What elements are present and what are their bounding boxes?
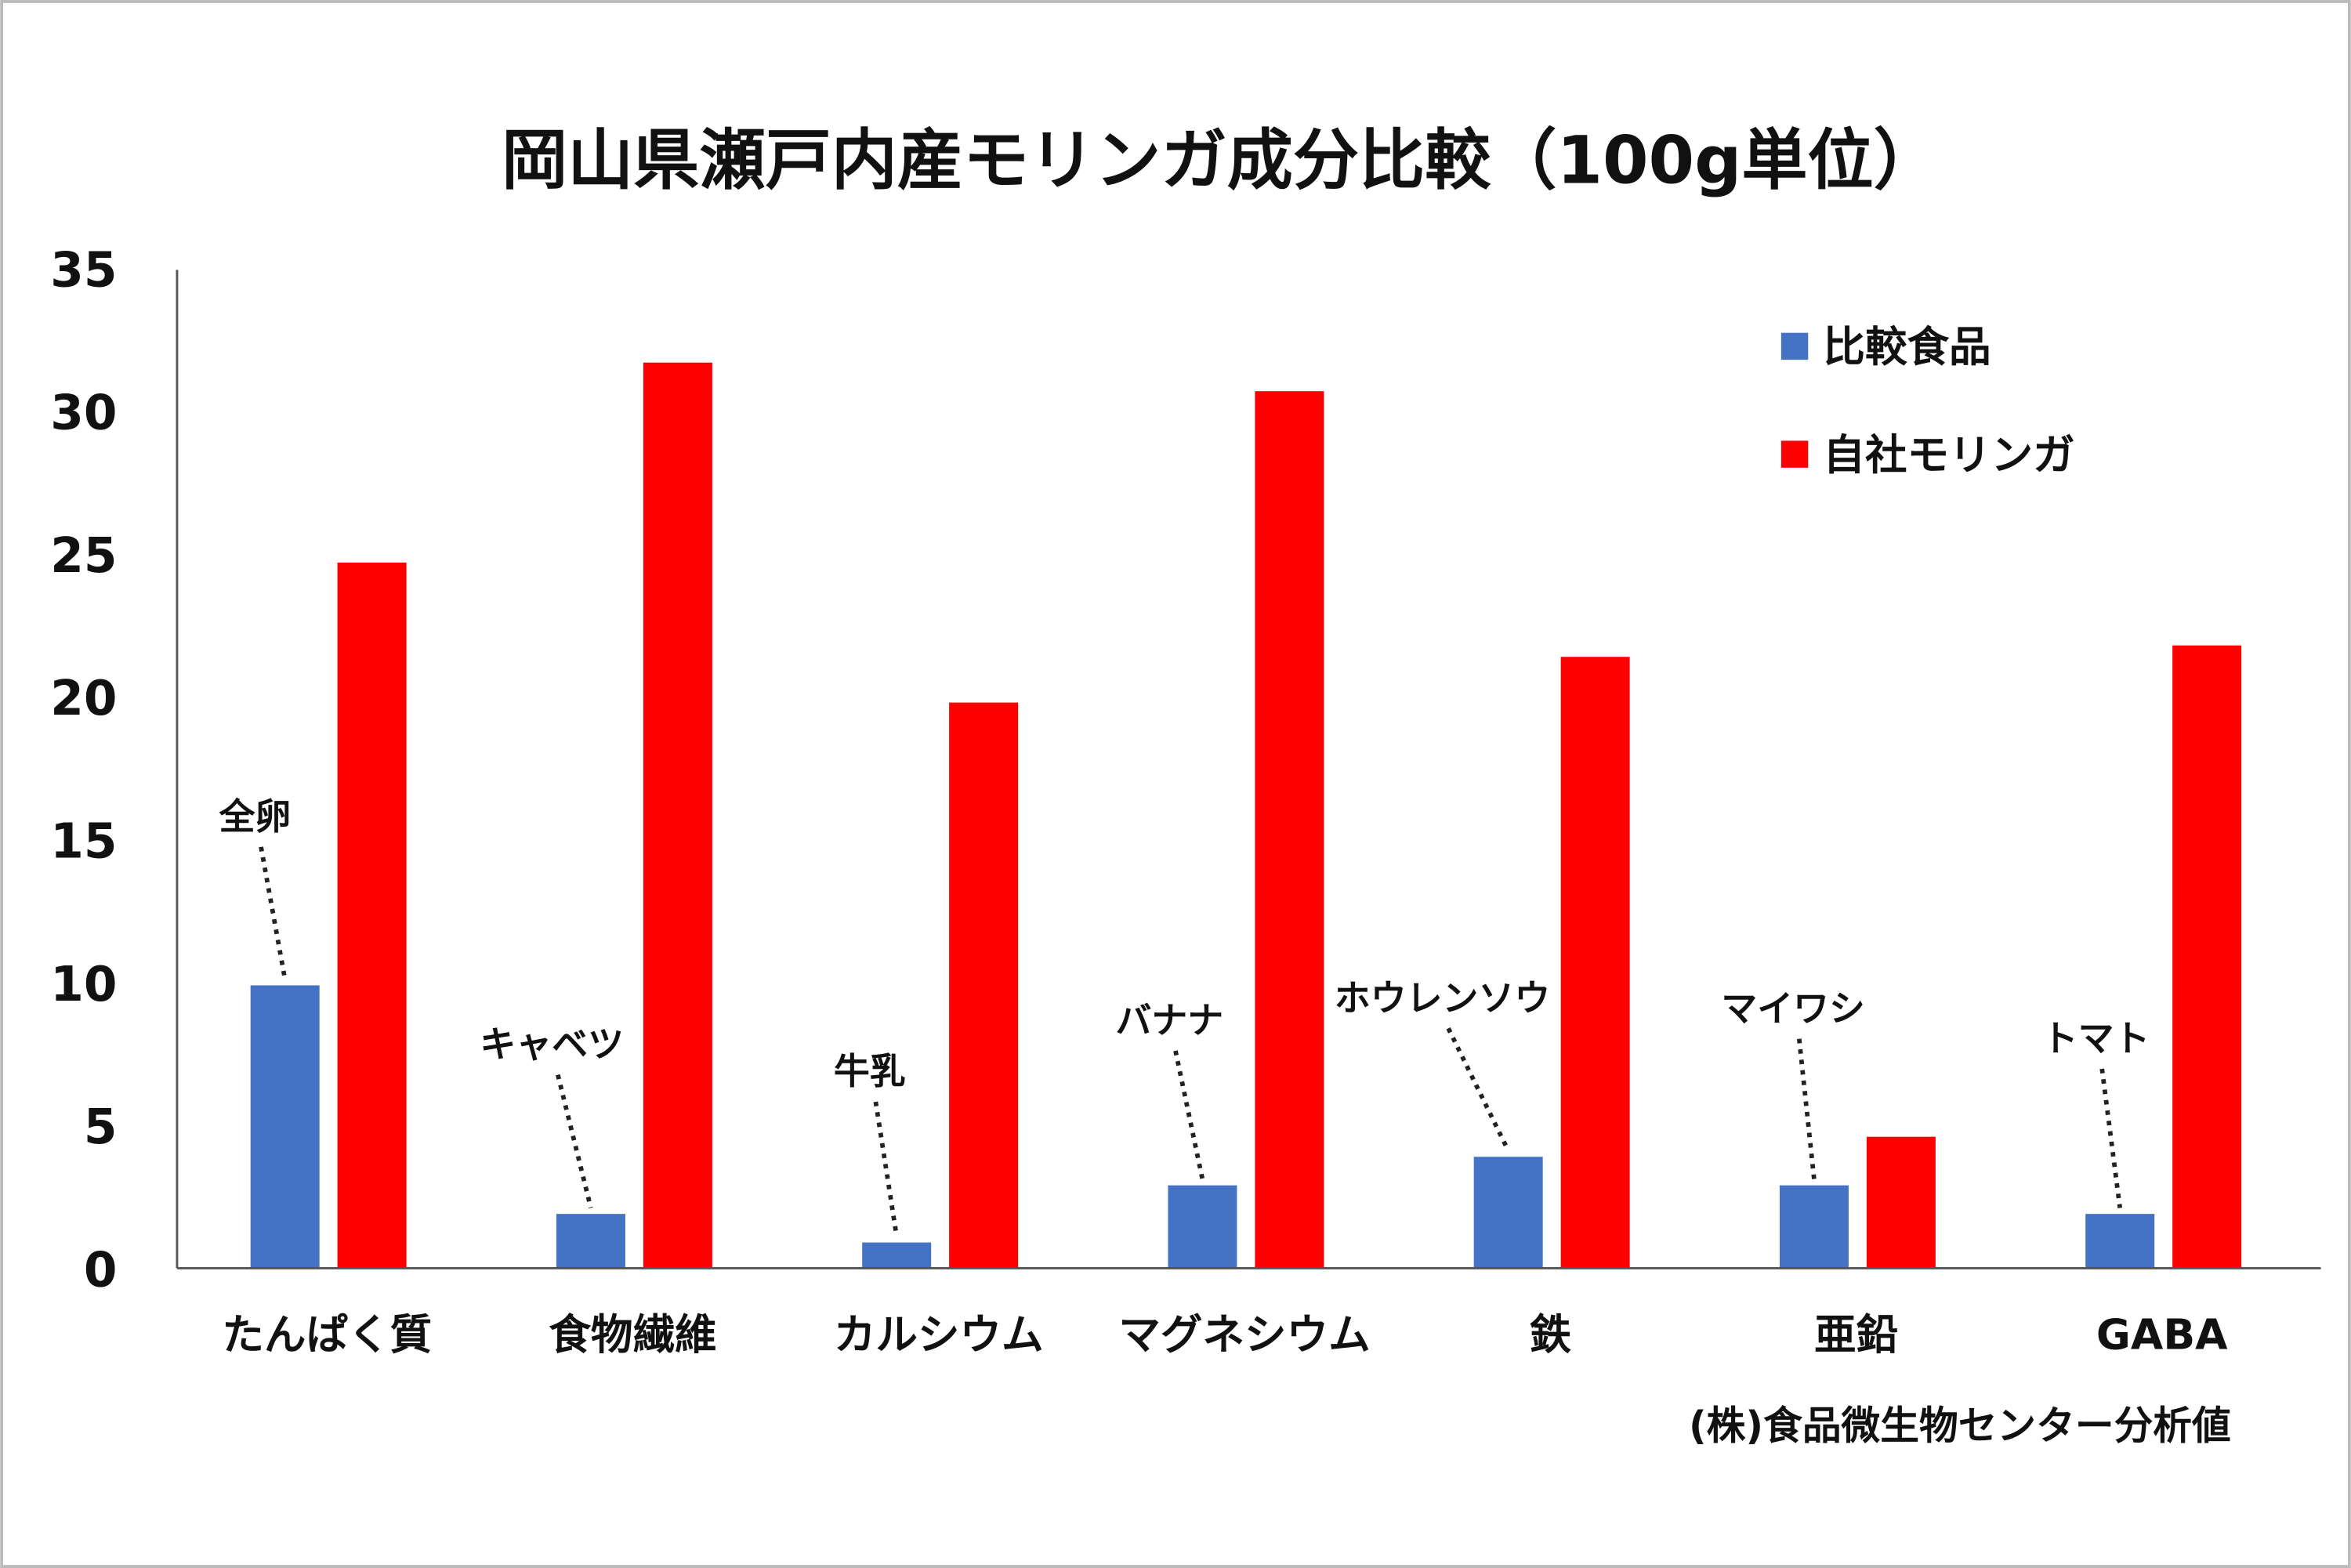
y-axis: 0 5 10 15 20 25 30 35: [50, 242, 117, 1298]
point-label: バナナ: [1115, 999, 1223, 1041]
legend-swatch-moringa: [1780, 440, 1809, 468]
leader-line: [873, 1101, 900, 1237]
bar-comparison: [250, 985, 320, 1269]
bar-comparison: [862, 1242, 932, 1269]
bar-comparison: [1168, 1185, 1237, 1269]
y-tick-label: 10: [50, 957, 117, 1012]
point-label: トマト: [2042, 1017, 2150, 1059]
point-label: 牛乳: [834, 1050, 906, 1092]
x-tick-label: マグネシウム: [1118, 1310, 1370, 1360]
leader-line: [1173, 1050, 1205, 1180]
point-label: 全卵: [219, 795, 292, 838]
y-tick-label: 20: [50, 671, 117, 726]
bar-moringa: [337, 562, 407, 1269]
chart-title: 岡山県瀬戸内産モリンガ成分比較（100g単位）: [502, 121, 1940, 198]
y-tick-label: 25: [50, 528, 117, 584]
leader-line: [556, 1074, 593, 1209]
bar-moringa: [1866, 1136, 1936, 1269]
leader-line: [1446, 1027, 1511, 1152]
x-tick-label: たんぱく質: [222, 1310, 432, 1360]
y-tick-label: 5: [84, 1099, 118, 1155]
x-tick-label: GABA: [2096, 1310, 2228, 1360]
bar-moringa: [1560, 657, 1630, 1269]
bar-comparison: [1473, 1157, 1543, 1269]
x-tick-label: 鉄: [1529, 1310, 1571, 1360]
point-label: ホウレンソウ: [1335, 976, 1550, 1019]
point-label: キャベツ: [480, 1023, 624, 1066]
bar-moringa: [949, 702, 1019, 1269]
x-tick-label: 亜鉛: [1814, 1310, 1898, 1360]
bar-comparison: [556, 1214, 625, 1269]
source-note: (株)食品微生物センター分析値: [1689, 1403, 2231, 1448]
x-tick-label: カルシウム: [834, 1310, 1044, 1360]
y-tick-label: 30: [50, 386, 117, 441]
leader-line: [1796, 1038, 1817, 1180]
y-tick-label: 35: [50, 242, 117, 298]
point-label: マイワシ: [1721, 987, 1865, 1030]
leader-line: [2099, 1068, 2123, 1208]
legend-label-comparison: 比較食品: [1823, 322, 1991, 371]
x-axis-labels: たんぱく質 食物繊維 カルシウム マグネシウム 鉄 亜鉛 GABA: [222, 1310, 2228, 1360]
bar-moringa: [2172, 645, 2242, 1269]
bar-comparison: [1779, 1185, 1849, 1269]
y-tick-label: 0: [84, 1242, 118, 1298]
legend-label-moringa: 自社モリンガ: [1823, 430, 2074, 480]
bar-moringa: [1255, 391, 1324, 1269]
legend-swatch-comparison: [1780, 332, 1809, 360]
y-tick-label: 15: [50, 814, 117, 870]
legend: 比較食品 自社モリンガ: [1780, 322, 2075, 480]
bar-moringa: [643, 362, 712, 1269]
bar-comparison: [2085, 1214, 2155, 1269]
leader-line: [259, 846, 288, 980]
x-tick-label: 食物繊維: [549, 1310, 716, 1360]
